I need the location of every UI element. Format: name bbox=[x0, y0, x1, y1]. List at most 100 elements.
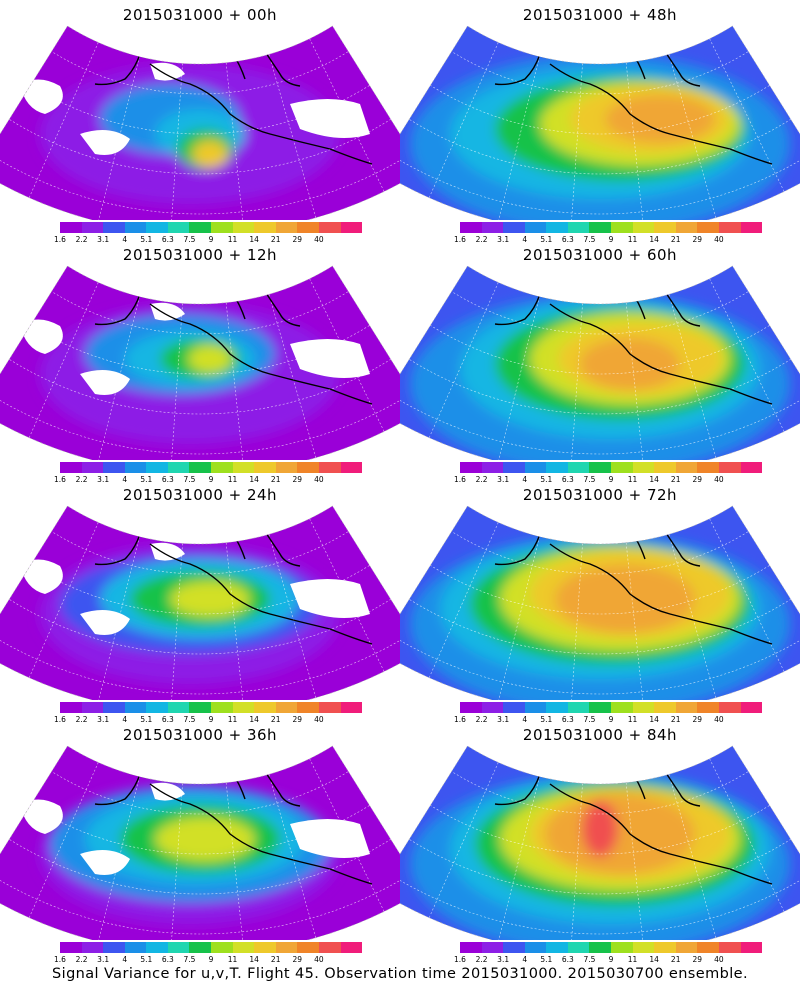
colorbar-swatch bbox=[254, 462, 276, 473]
colorbar-swatch bbox=[460, 462, 482, 473]
colorbar-tick-label: 3.1 bbox=[497, 235, 510, 244]
colorbar bbox=[60, 222, 363, 233]
map-panel-p60: 2015031000 + 60h 1.6 2.2 3.1 4 5.1 6.3 7.5 9 11 14… bbox=[400, 240, 800, 490]
colorbar bbox=[460, 702, 763, 713]
colorbar-tick-label: 11 bbox=[227, 715, 238, 724]
colorbar-swatch bbox=[81, 942, 104, 953]
colorbar-labels: 1.6 2.2 3.1 4 5.1 6.3 7.5 9 11 14 21 29 40 bbox=[454, 955, 762, 965]
figure-caption: Signal Variance for u,v,T. Flight 45. Ob… bbox=[52, 966, 748, 982]
graticule bbox=[400, 266, 800, 460]
colorbar-tick-label: 21 bbox=[270, 715, 281, 724]
colorbar-swatch bbox=[524, 702, 547, 713]
map-boundary bbox=[0, 265, 400, 460]
colorbar-tick-label: 7.5 bbox=[183, 235, 196, 244]
variance-map bbox=[0, 505, 400, 700]
colorbar-swatch bbox=[146, 462, 168, 473]
colorbar-tick-label: 21 bbox=[670, 715, 681, 724]
colorbar-swatch bbox=[318, 942, 341, 953]
colorbar-swatch bbox=[60, 942, 82, 953]
colorbar-swatch bbox=[60, 702, 82, 713]
colorbar-swatch bbox=[524, 462, 547, 473]
colorbar-swatch bbox=[524, 942, 547, 953]
colorbar-swatch bbox=[567, 702, 590, 713]
colorbar-tick-label: 7.5 bbox=[583, 475, 596, 484]
panel-title: 2015031000 + 84h bbox=[522, 726, 678, 744]
colorbar-tick-label: 29 bbox=[292, 235, 303, 244]
shaded-field bbox=[0, 266, 400, 460]
colorbar-swatch bbox=[124, 942, 147, 953]
colorbar-swatch bbox=[697, 702, 719, 713]
colorbar-swatch bbox=[503, 942, 525, 953]
coastline bbox=[94, 763, 373, 885]
colorbar-tick-label: 40 bbox=[714, 715, 724, 724]
colorbar-tick-label: 2.2 bbox=[75, 955, 88, 964]
colorbar-tick-label: 1.6 bbox=[454, 955, 466, 964]
variance-map bbox=[0, 745, 400, 940]
colorbar-tick-label: 4 bbox=[122, 475, 128, 484]
map-boundary bbox=[400, 745, 800, 940]
colorbar-tick-label: 21 bbox=[270, 475, 281, 484]
colorbar-tick-label: 7.5 bbox=[583, 235, 596, 244]
colorbar-tick-label: 40 bbox=[314, 235, 324, 244]
graticule bbox=[400, 746, 800, 940]
colorbar-swatch bbox=[481, 462, 504, 473]
colorbar-swatch bbox=[254, 942, 276, 953]
colorbar-tick-label: 14 bbox=[649, 715, 659, 724]
colorbar-tick-label: 11 bbox=[627, 955, 638, 964]
colorbar-swatch bbox=[567, 462, 590, 473]
colorbar-swatch bbox=[211, 942, 233, 953]
colorbar-tick-label: 11 bbox=[627, 475, 638, 484]
colorbar-tick-label: 4 bbox=[522, 955, 528, 964]
panel-title: 2015031000 + 36h bbox=[122, 726, 278, 744]
colorbar-swatch bbox=[524, 222, 547, 233]
panel-title: 2015031000 + 24h bbox=[122, 486, 278, 504]
colorbar bbox=[60, 942, 363, 953]
colorbar-swatch bbox=[718, 942, 741, 953]
colorbar-tick-label: 2.2 bbox=[75, 475, 88, 484]
colorbar-tick-label: 29 bbox=[692, 715, 703, 724]
colorbar-swatch bbox=[167, 222, 190, 233]
map-panel-p72: 2015031000 + 72h 1.6 2.2 3.1 4 5.1 6.3 7.5 9 11 14… bbox=[400, 480, 800, 730]
graticule bbox=[0, 746, 400, 940]
colorbar-tick-label: 7.5 bbox=[183, 475, 196, 484]
shaded-field bbox=[400, 506, 800, 700]
colorbar-tick-label: 2.2 bbox=[475, 235, 488, 244]
colorbar-tick-label: 14 bbox=[649, 235, 659, 244]
colorbar-swatch bbox=[611, 462, 633, 473]
colorbar-swatch bbox=[340, 942, 363, 953]
colorbar-tick-label: 9 bbox=[208, 475, 214, 484]
colorbar-swatch bbox=[611, 222, 633, 233]
colorbar-swatch bbox=[503, 222, 525, 233]
colorbar-tick-label: 14 bbox=[649, 475, 659, 484]
colorbar-tick-label: 1.6 bbox=[54, 955, 66, 964]
colorbar-swatch bbox=[318, 222, 341, 233]
colorbar-swatch bbox=[103, 462, 125, 473]
missing-data-region bbox=[20, 782, 370, 875]
colorbar-swatch bbox=[503, 462, 525, 473]
colorbar-tick-label: 14 bbox=[249, 715, 259, 724]
colorbar-tick-label: 9 bbox=[608, 715, 614, 724]
colorbar-swatch bbox=[546, 942, 568, 953]
colorbar-tick-label: 5.1 bbox=[140, 715, 153, 724]
colorbar-swatch bbox=[318, 462, 341, 473]
colorbar-tick-label: 29 bbox=[292, 475, 303, 484]
colorbar-tick-label: 4 bbox=[522, 715, 528, 724]
colorbar-swatch bbox=[460, 702, 482, 713]
colorbar-swatch bbox=[611, 942, 633, 953]
map-boundary bbox=[400, 505, 800, 700]
colorbar-tick-label: 7.5 bbox=[583, 715, 596, 724]
graticule bbox=[400, 26, 800, 220]
colorbar-tick-label: 3.1 bbox=[97, 715, 110, 724]
colorbar-swatch bbox=[589, 222, 612, 233]
map-panel-p12: 2015031000 + 12h 1.6 2.2 3.1 4 5.1 6.3 7.5 9 11 14… bbox=[0, 240, 400, 490]
colorbar-tick-label: 5.1 bbox=[540, 715, 553, 724]
colorbar-tick-label: 5.1 bbox=[140, 955, 153, 964]
graticule bbox=[0, 266, 400, 460]
colorbar-tick-label: 1.6 bbox=[454, 475, 466, 484]
colorbar-swatch bbox=[740, 702, 763, 713]
colorbar-swatch bbox=[297, 942, 319, 953]
colorbar-swatch bbox=[740, 222, 763, 233]
shaded-field bbox=[400, 746, 800, 940]
colorbar-tick-label: 4 bbox=[522, 475, 528, 484]
colorbar-swatch bbox=[675, 462, 698, 473]
